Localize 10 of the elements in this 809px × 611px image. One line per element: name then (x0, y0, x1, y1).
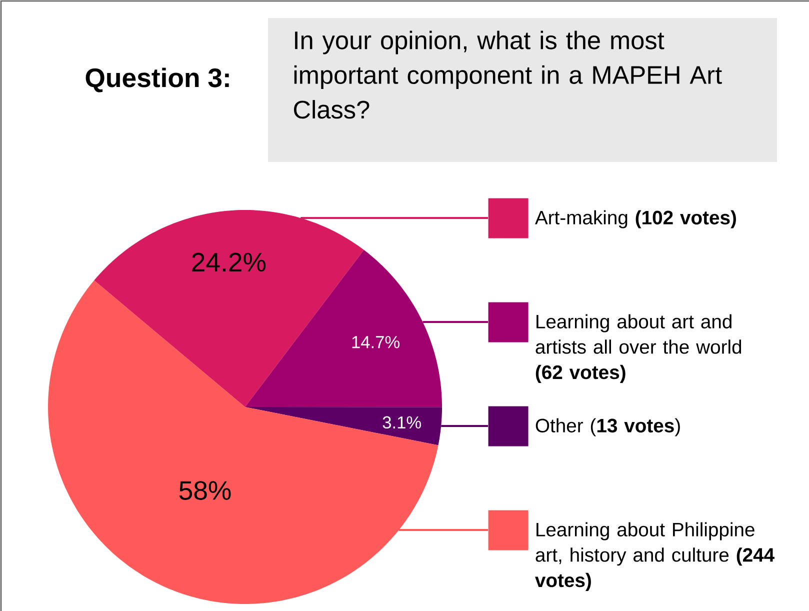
legend-label: Art-making (102 votes) (535, 210, 736, 228)
chart-subtitle: In your opinion, what is the most important component in a MAPEH Art Class? (294, 30, 722, 119)
data-label: 58% (179, 481, 231, 500)
legend-label: Other (13 votes) (536, 418, 680, 436)
data-label: 14.7% (352, 336, 400, 348)
legend-label: Learning about art and artists all over the world (62 votes) (536, 314, 742, 383)
chart-title: Question 3: (86, 68, 229, 92)
data-label: 24.2% (192, 252, 266, 272)
data-label: 3.1% (382, 416, 422, 429)
category-label: Learning about Philippine art, history and culture (244 votes) (535, 522, 774, 591)
